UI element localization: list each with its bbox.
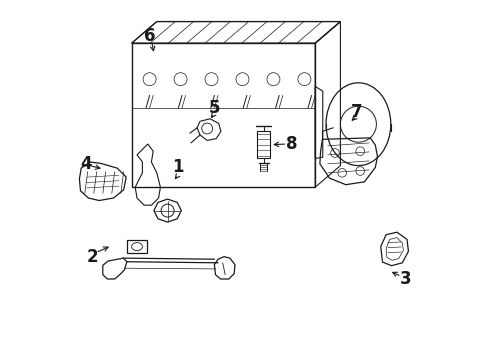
Text: 6: 6 bbox=[144, 27, 155, 45]
Text: 4: 4 bbox=[80, 155, 92, 173]
Text: 3: 3 bbox=[399, 270, 411, 288]
Text: 8: 8 bbox=[286, 135, 297, 153]
Text: 2: 2 bbox=[86, 248, 98, 266]
Text: 7: 7 bbox=[351, 103, 363, 121]
Text: 5: 5 bbox=[209, 99, 220, 117]
Text: 1: 1 bbox=[172, 158, 184, 176]
